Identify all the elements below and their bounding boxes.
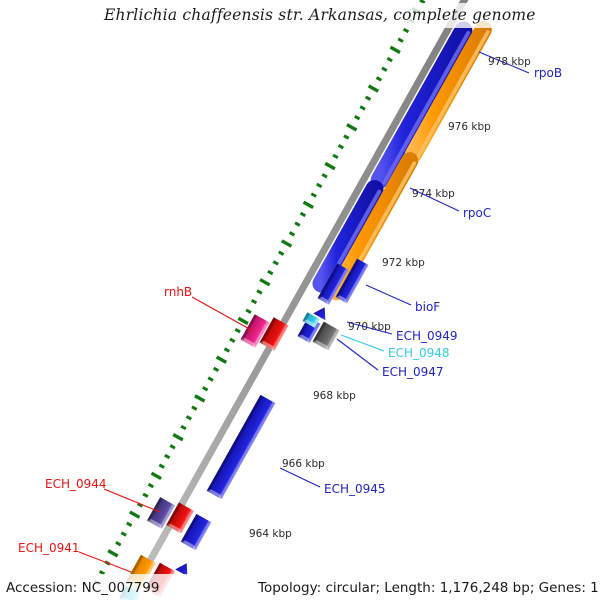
gene-feature[interactable] [146, 497, 176, 529]
gene-label-ech_0945[interactable]: ECH_0945 [324, 482, 386, 496]
leader-line [279, 467, 321, 488]
leader-line [103, 488, 161, 513]
axis-tick-label: 972 kbp [382, 257, 425, 269]
leader-line [409, 187, 460, 212]
gene-feature[interactable] [335, 258, 369, 304]
page-title: Ehrlichia chaffeensis str. Arkansas, com… [104, 6, 536, 24]
gene-feature[interactable] [240, 314, 270, 348]
gene-feature[interactable] [166, 502, 194, 534]
gene-label-ech_0947[interactable]: ECH_0947 [382, 365, 444, 379]
gene-feature-glyphs[interactable] [119, 258, 369, 600]
genome-backbone[interactable] [124, 0, 470, 600]
axis-tick-label: 968 kbp [313, 390, 356, 402]
leader-line [346, 321, 393, 335]
gene-feature[interactable] [302, 312, 320, 328]
topology-text: Topology: circular; Length: 1,176,248 bp… [258, 580, 600, 596]
leader-line [191, 296, 254, 332]
axis-tick-label: 976 kbp [448, 121, 491, 133]
leader-line [336, 338, 379, 371]
axis-tick-label: 970 kbp [348, 321, 391, 333]
scale-tick-marks [93, 0, 426, 586]
status-bar [0, 574, 600, 600]
gene-label-rnhb[interactable]: rnhB [164, 285, 193, 299]
leader-line [365, 284, 412, 306]
axis-tick-label: 974 kbp [412, 188, 455, 200]
accession-text: Accession: NC_007799 [6, 580, 160, 596]
gene-feature[interactable] [175, 560, 193, 577]
gene-bar[interactable] [370, 21, 473, 189]
strand-gene-tracks[interactable] [312, 21, 492, 301]
gene-feature[interactable] [259, 317, 289, 351]
gene-label-ech_0948[interactable]: ECH_0948 [388, 346, 450, 360]
axis-tick-label: 978 kbp [488, 56, 531, 68]
gene-feature[interactable] [317, 263, 349, 305]
gene-label-ech_0944[interactable]: ECH_0944 [45, 477, 107, 491]
leader-line [78, 551, 132, 573]
gene-label-biof[interactable]: bioF [415, 300, 441, 314]
leader-line [340, 334, 385, 352]
gene-feature[interactable] [206, 394, 276, 500]
gene-label-ech_0949[interactable]: ECH_0949 [396, 329, 458, 343]
gene-feature[interactable] [312, 321, 340, 351]
gene-bar[interactable] [404, 21, 492, 164]
gene-label-ech_0941[interactable]: ECH_0941 [18, 541, 80, 555]
axis-tick-label: 964 kbp [249, 528, 292, 540]
leader-line [478, 51, 530, 74]
axis-tick-label: 966 kbp [282, 458, 325, 470]
gene-label-rpob[interactable]: rpoB [534, 66, 563, 80]
label-leader-lines [78, 51, 530, 573]
gene-label-rpoc[interactable]: rpoC [463, 206, 492, 220]
title-backdrop [98, 3, 498, 28]
gene-feature[interactable] [180, 513, 212, 551]
gene-feature[interactable] [313, 304, 331, 321]
